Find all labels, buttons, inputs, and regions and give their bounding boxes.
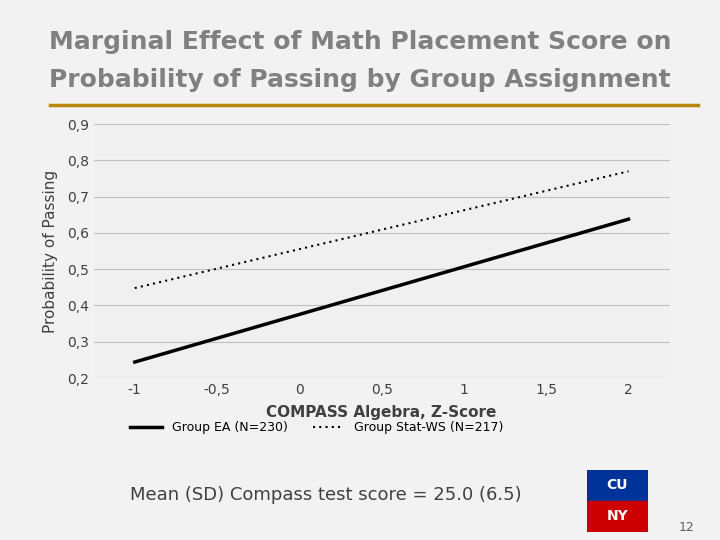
Text: Mean (SD) Compass test score = 25.0 (6.5): Mean (SD) Compass test score = 25.0 (6.5… [130, 486, 521, 504]
Text: CU: CU [607, 478, 628, 492]
Text: 12: 12 [679, 521, 695, 534]
Y-axis label: Probability of Passing: Probability of Passing [43, 170, 58, 333]
Text: Probability of Passing by Group Assignment: Probability of Passing by Group Assignme… [49, 68, 671, 91]
X-axis label: COMPASS Algebra, Z-Score: COMPASS Algebra, Z-Score [266, 405, 497, 420]
Bar [587, 470, 648, 501]
Bar [587, 501, 648, 532]
Legend: Group EA (N=230), Group Stat-WS (N=217): Group EA (N=230), Group Stat-WS (N=217) [125, 416, 508, 439]
Text: Marginal Effect of Math Placement Score on: Marginal Effect of Math Placement Score … [49, 30, 671, 53]
Text: NY: NY [606, 509, 629, 523]
